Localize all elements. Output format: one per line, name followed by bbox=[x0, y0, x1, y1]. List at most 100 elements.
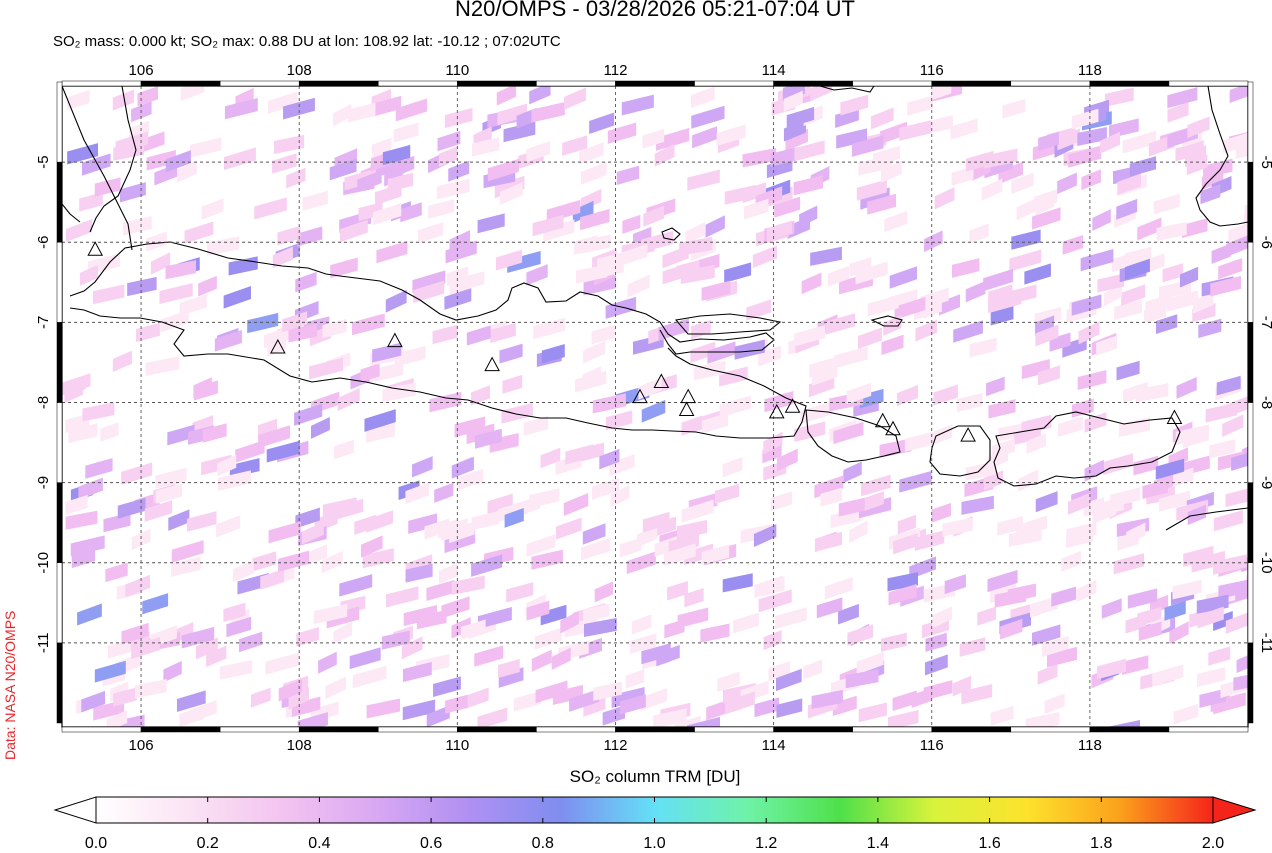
so2-pixel bbox=[810, 246, 842, 266]
so2-pixel bbox=[497, 103, 527, 126]
so2-pixel bbox=[990, 705, 1014, 726]
so2-pixel bbox=[498, 658, 520, 678]
so2-pixel bbox=[1071, 294, 1102, 316]
coastline-borneo bbox=[819, 86, 1248, 227]
so2-pixel bbox=[247, 312, 279, 334]
so2-pixel bbox=[1066, 521, 1097, 543]
so2-pixel bbox=[843, 461, 862, 484]
so2-pixel bbox=[1176, 499, 1209, 521]
so2-pixel bbox=[1051, 586, 1077, 607]
so2-pixel bbox=[1158, 490, 1190, 512]
volcano-icon bbox=[874, 412, 891, 428]
so2-pixel bbox=[357, 169, 382, 193]
so2-pixel bbox=[226, 616, 252, 638]
so2-pixel bbox=[924, 654, 948, 676]
so2-pixel bbox=[858, 702, 887, 723]
lat-tick-label-left: -5 bbox=[35, 155, 52, 168]
so2-pixel bbox=[401, 636, 423, 660]
so2-pixel bbox=[814, 531, 842, 552]
so2-pixel bbox=[775, 668, 802, 692]
so2-pixel bbox=[592, 477, 619, 500]
so2-pixel bbox=[619, 537, 642, 558]
so2-pixel bbox=[1035, 324, 1059, 347]
lon-tick-label-bottom: 116 bbox=[920, 737, 944, 754]
so2-pixel bbox=[965, 150, 994, 172]
so2-pixel bbox=[113, 141, 145, 161]
so2-pixel bbox=[131, 528, 151, 551]
so2-pixel bbox=[1008, 527, 1042, 547]
so2-pixel bbox=[448, 160, 470, 182]
so2-pixel bbox=[165, 150, 191, 173]
so2-pixel bbox=[330, 257, 358, 279]
so2-pixel bbox=[764, 390, 794, 413]
colorbar-tick-label: 1.0 bbox=[643, 835, 665, 852]
so2-pixel bbox=[446, 266, 469, 287]
so2-pixel bbox=[1137, 606, 1162, 627]
so2-pixel-layer bbox=[62, 86, 1248, 727]
so2-pixel bbox=[599, 448, 620, 470]
so2-pixel bbox=[840, 94, 869, 116]
so2-pixel bbox=[381, 630, 410, 650]
colorbar-tick-label: 1.2 bbox=[755, 835, 777, 852]
so2-pixel bbox=[309, 357, 343, 380]
so2-pixel bbox=[1057, 416, 1083, 438]
so2-pixel bbox=[1117, 173, 1142, 196]
frame-bar-top bbox=[773, 80, 853, 87]
so2-pixel bbox=[1156, 221, 1187, 242]
so2-pixel bbox=[1057, 172, 1077, 195]
so2-pixel bbox=[394, 345, 426, 367]
so2-pixel bbox=[395, 98, 428, 122]
so2-pixel bbox=[107, 638, 134, 659]
so2-pixel bbox=[160, 309, 189, 333]
so2-pixel bbox=[594, 581, 613, 603]
so2-pixel bbox=[1009, 249, 1042, 272]
lat-tick-label-left: -6 bbox=[35, 236, 52, 249]
so2-pixel bbox=[667, 580, 688, 601]
so2-pixel bbox=[1176, 376, 1197, 399]
so2-pixel bbox=[580, 537, 611, 561]
so2-pixel bbox=[189, 700, 217, 723]
so2-pixel bbox=[535, 680, 568, 704]
frame-bar-top bbox=[61, 80, 142, 87]
so2-pixel bbox=[983, 268, 1014, 292]
so2-pixel bbox=[150, 252, 171, 275]
so2-pixel bbox=[471, 511, 499, 531]
so2-pixel bbox=[1068, 492, 1091, 515]
so2-pixel bbox=[887, 710, 919, 727]
so2-pixel bbox=[310, 417, 330, 439]
frame-bar-bottom bbox=[931, 726, 1012, 733]
so2-pixel bbox=[1187, 116, 1210, 138]
so2-pixel bbox=[412, 270, 446, 294]
so2-pixel bbox=[987, 291, 1022, 314]
so2-pixel bbox=[112, 89, 135, 111]
so2-pixel bbox=[835, 107, 859, 128]
so2-pixel bbox=[924, 230, 943, 253]
so2-pixel bbox=[1097, 658, 1127, 680]
so2-pixel bbox=[641, 399, 666, 423]
colorbar-tick-label: 1.8 bbox=[1090, 835, 1112, 852]
so2-pixel bbox=[134, 679, 167, 699]
so2-pixel bbox=[206, 645, 227, 668]
so2-pixel bbox=[551, 647, 571, 670]
frame-bar-right bbox=[1247, 562, 1254, 644]
so2-pixel bbox=[179, 294, 207, 316]
so2-pixel bbox=[1114, 299, 1142, 321]
so2-pixel bbox=[1213, 554, 1247, 575]
so2-pixel bbox=[464, 687, 489, 710]
lat-tick-label-left: -8 bbox=[35, 396, 52, 409]
so2-pixel bbox=[965, 461, 997, 481]
so2-pixel bbox=[332, 103, 352, 127]
so2-pixel bbox=[354, 514, 377, 535]
so2-pixel bbox=[171, 556, 201, 577]
so2-pixel bbox=[507, 250, 541, 273]
so2-pixel bbox=[364, 409, 396, 432]
so2-pixel bbox=[1024, 263, 1051, 285]
so2-pixel bbox=[408, 513, 438, 534]
so2-pixel bbox=[272, 153, 297, 174]
so2-pixel bbox=[250, 687, 271, 708]
so2-pixel bbox=[643, 205, 665, 227]
so2-pixel bbox=[725, 691, 755, 715]
so2-pixel bbox=[583, 340, 606, 364]
so2-pixel bbox=[77, 603, 102, 626]
so2-pixel bbox=[127, 276, 157, 297]
